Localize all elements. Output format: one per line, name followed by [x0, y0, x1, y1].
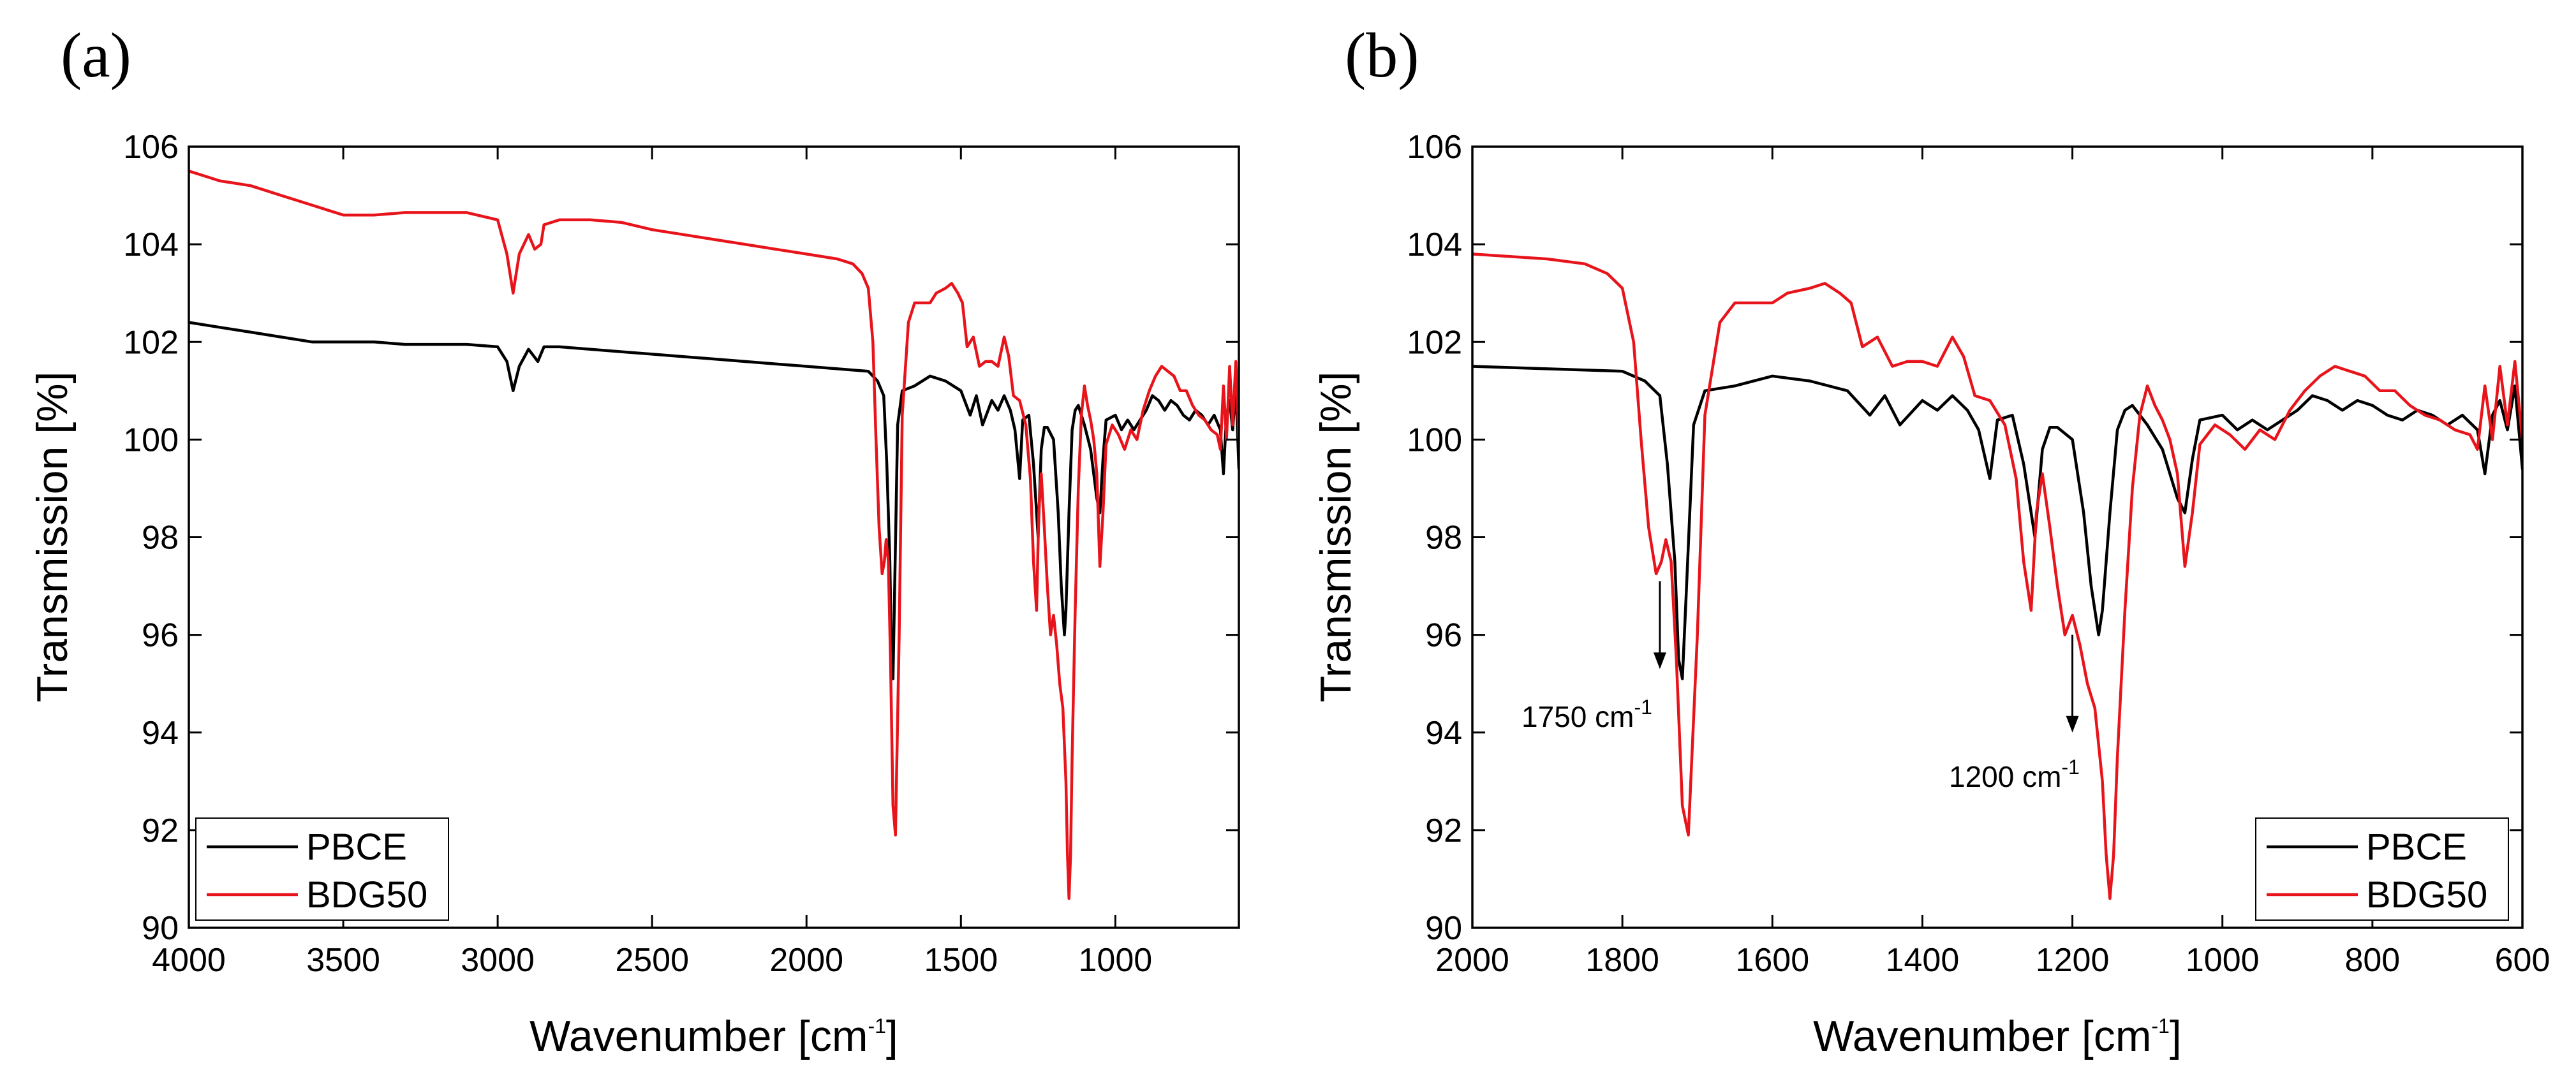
panel-a-y-tick-label: 94 [142, 715, 179, 752]
panel-a-x-tick-label: 1000 [1079, 942, 1153, 979]
annotation-1200-label-main: 1200 cm [1949, 760, 2061, 793]
panel-b-label: (b) [1345, 20, 1419, 91]
panel-a-legend-label-pbce: PBCE [306, 826, 407, 868]
panel-b-x-tick-label: 600 [2495, 942, 2550, 979]
panel-a-y-tick-label: 102 [123, 324, 179, 361]
panel-a-series-bdg50 [189, 170, 1239, 900]
panel-b-x-axis-label: Wavenumber [cm-1] [1813, 1012, 2182, 1060]
panel-a-x-axis-label-end: ] [886, 1012, 898, 1060]
panel-a-y-tick-label: 98 [142, 520, 179, 557]
panel-a-y-tick-label: 92 [142, 812, 179, 849]
panel-b-x-tick-label: 1200 [2036, 942, 2110, 979]
panel-a-y-tick-label: 90 [142, 910, 179, 947]
panel-a-series-layer [189, 170, 1239, 900]
panel-b-y-tick-label: 94 [1425, 715, 1462, 752]
panel-b-series-bdg50 [1472, 253, 2522, 900]
annotation-1750-label-sup: -1 [1634, 696, 1652, 719]
annotation-1200-arrow-head [2066, 715, 2079, 733]
panel-a-x-tick-label: 4000 [152, 942, 226, 979]
panel-b-legend-box [2255, 817, 2509, 921]
panel-b-x-axis-label-main: Wavenumber [cm [1813, 1012, 2151, 1060]
panel-a-legend: PBCE BDG50 [195, 817, 449, 921]
panel-b-x-tick-label: 1400 [1886, 942, 1960, 979]
panel-a-x-tick-label: 3500 [306, 942, 380, 979]
panel-b-x-tick-label: 1800 [1585, 942, 1659, 979]
panel-b-x-tick-label: 2000 [1435, 942, 1509, 979]
panel-b-x-axis-label-end: ] [2170, 1012, 2182, 1060]
panel-a-legend-label-bdg50: BDG50 [306, 874, 427, 916]
panel-a-y-tick-label: 104 [123, 226, 179, 263]
annotation-1200-label-sup: -1 [2061, 756, 2079, 779]
panel-b-y-tick-label: 106 [1407, 129, 1462, 166]
panel-b-y-axis-label: Transmission [%] [1312, 372, 1360, 703]
panel-a-y-axis-label: Transmission [%] [28, 372, 77, 703]
annotation-1750-label: 1750 cm-1 [1521, 696, 1652, 733]
panel-a-x-tick-label: 1500 [924, 942, 998, 979]
panel-a-ticks-layer: 4000 3500 3000 2500 2000 1500 1000 90 92 94 96 98 10… [123, 129, 1239, 979]
annotation-1750-arrow-head [1653, 652, 1666, 670]
panel-b-y-tick-label: 92 [1425, 812, 1462, 849]
panel-b-legend-label-bdg50: BDG50 [2366, 874, 2487, 916]
panel-b-x-tick-label: 800 [2344, 942, 2400, 979]
panel-b-y-tick-label: 100 [1407, 421, 1462, 458]
panel-b: (b) 2000 1800 1600 1400 1200 1000 800 600 90 92 94… [1312, 20, 2550, 1060]
panel-b-y-tick-label: 102 [1407, 324, 1462, 361]
panel-b-y-tick-label: 98 [1425, 520, 1462, 557]
panel-a-x-axis-label: Wavenumber [cm-1] [529, 1012, 898, 1060]
panel-b-plot-frame [1471, 145, 2524, 929]
panel-a: (a) 4000 3500 3000 2500 2000 1500 1000 90 92 94 96… [28, 20, 1240, 1060]
panel-b-ticks-layer: 2000 1800 1600 1400 1200 1000 800 600 90 92 94 96 98… [1407, 129, 2550, 979]
annotation-1750-label-main: 1750 cm [1521, 700, 1634, 733]
panel-a-x-tick-label: 2000 [769, 942, 843, 979]
panel-b-y-tick-label: 104 [1407, 226, 1462, 263]
panel-a-plot-frame [188, 145, 1240, 929]
annotation-1200: 1200 cm-1 [1949, 634, 2080, 793]
panel-b-y-tick-label: 90 [1425, 910, 1462, 947]
panel-a-x-tick-label: 3000 [461, 942, 535, 979]
panel-a-x-axis-label-main: Wavenumber [cm [529, 1012, 868, 1060]
panel-a-y-tick-label: 106 [123, 129, 179, 166]
panel-a-legend-box [195, 817, 449, 921]
panel-b-legend-label-pbce: PBCE [2366, 826, 2467, 868]
panel-a-y-tick-label: 100 [123, 421, 179, 458]
panel-b-legend: PBCE BDG50 [2255, 817, 2509, 921]
panel-b-series-layer [1472, 253, 2522, 900]
panel-a-label: (a) [61, 20, 131, 91]
panel-a-y-tick-label: 96 [142, 617, 179, 654]
panel-b-x-tick-label: 1000 [2186, 942, 2260, 979]
panel-b-x-tick-label: 1600 [1735, 942, 1809, 979]
annotation-1750: 1750 cm-1 [1521, 581, 1666, 733]
panel-a-series-pbce [189, 321, 1239, 680]
panel-b-y-tick-label: 96 [1425, 617, 1462, 654]
panel-b-x-axis-label-sup: -1 [2151, 1014, 2169, 1037]
panel-a-x-axis-label-sup: -1 [868, 1014, 885, 1037]
panel-a-x-tick-label: 2500 [615, 942, 689, 979]
panel-b-series-pbce [1472, 365, 2522, 680]
annotation-1200-label: 1200 cm-1 [1949, 756, 2080, 793]
